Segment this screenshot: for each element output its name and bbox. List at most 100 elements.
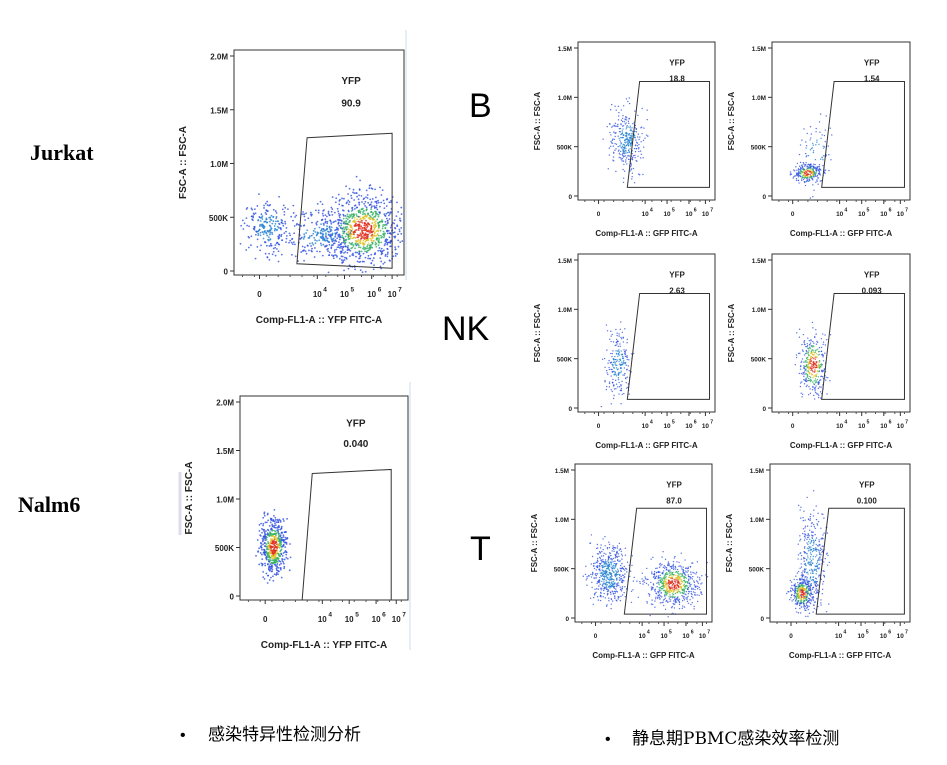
event-dot xyxy=(675,589,677,591)
event-dot xyxy=(794,587,796,590)
event-dot xyxy=(385,212,388,215)
event-dot xyxy=(812,168,814,171)
event-dot xyxy=(815,592,817,595)
event-dot xyxy=(302,237,305,240)
event-dot xyxy=(333,249,336,252)
event-dot xyxy=(666,582,668,584)
event-dot xyxy=(649,614,651,617)
event-dot xyxy=(814,391,817,394)
event-dot xyxy=(310,245,312,247)
event-dot xyxy=(338,238,341,241)
event-dot xyxy=(277,543,280,546)
event-dot xyxy=(272,575,274,578)
event-dot xyxy=(605,388,608,391)
event-dot xyxy=(328,226,331,229)
event-dot xyxy=(637,173,640,175)
y-tick-label: 1.5M xyxy=(558,258,572,265)
event-dot xyxy=(609,131,611,134)
event-dot xyxy=(368,244,371,247)
event-dot xyxy=(802,575,804,577)
event-dot xyxy=(365,196,367,199)
event-dot xyxy=(814,158,817,161)
event-dot xyxy=(619,599,622,602)
event-dot xyxy=(807,588,810,590)
event-dot xyxy=(343,259,346,261)
event-dot xyxy=(362,217,364,219)
event-dot xyxy=(794,600,797,602)
event-dot xyxy=(616,584,619,586)
event-dot xyxy=(372,268,375,271)
row-label: Jurkat xyxy=(30,140,94,165)
event-dot xyxy=(674,582,677,584)
event-dot xyxy=(381,189,384,192)
event-dot xyxy=(805,596,808,599)
event-dot xyxy=(797,584,799,586)
event-dot xyxy=(598,579,601,581)
event-dot xyxy=(677,582,680,584)
event-dot xyxy=(798,586,800,589)
event-dot xyxy=(658,582,660,584)
event-dot xyxy=(628,102,631,105)
event-dot xyxy=(285,543,288,545)
event-dot xyxy=(615,574,618,576)
event-dot xyxy=(265,218,268,221)
event-dot xyxy=(367,217,370,219)
event-dot xyxy=(807,180,810,182)
event-dot xyxy=(812,570,814,573)
event-dot xyxy=(812,386,814,388)
event-dot xyxy=(608,585,610,588)
event-dot xyxy=(673,557,676,559)
event-dot xyxy=(624,569,626,571)
event-dot xyxy=(810,177,812,179)
event-dot xyxy=(369,198,372,201)
event-dot xyxy=(602,558,604,561)
event-dot xyxy=(389,242,392,244)
event-dot xyxy=(804,369,806,371)
event-dot xyxy=(279,519,282,522)
event-dot xyxy=(669,565,672,568)
event-dot xyxy=(266,547,269,550)
event-dot xyxy=(330,210,333,213)
event-dot xyxy=(815,172,817,175)
event-dot xyxy=(620,109,622,111)
event-dot xyxy=(280,525,283,528)
event-dot xyxy=(618,360,620,363)
event-dot xyxy=(801,343,803,346)
event-dot xyxy=(387,221,389,224)
event-dot xyxy=(619,548,622,551)
x-tick-exp: 7 xyxy=(398,287,402,294)
event-dot xyxy=(604,597,607,599)
event-dot xyxy=(671,581,674,583)
event-dot xyxy=(345,217,348,220)
event-dot xyxy=(615,570,617,572)
event-dot xyxy=(798,171,800,173)
event-dot xyxy=(347,235,350,237)
event-dot xyxy=(660,581,663,583)
event-dot xyxy=(816,341,819,344)
event-dot xyxy=(667,561,670,563)
event-dot xyxy=(800,596,803,599)
event-dot xyxy=(815,127,817,130)
event-dot xyxy=(347,203,350,206)
event-dot xyxy=(631,127,633,129)
event-dot xyxy=(605,569,607,572)
event-dot xyxy=(381,250,384,253)
event-dot xyxy=(828,169,830,172)
event-dot xyxy=(680,580,682,582)
event-dot xyxy=(359,254,362,257)
event-dot xyxy=(808,176,811,178)
event-dot xyxy=(635,141,638,144)
event-dot xyxy=(612,593,615,595)
event-dot xyxy=(820,386,822,388)
event-dot xyxy=(622,134,625,136)
x-tick-label: 10 xyxy=(702,423,710,430)
event-dot xyxy=(815,364,818,367)
event-dot xyxy=(631,156,634,159)
event-dot xyxy=(605,581,608,583)
event-dot xyxy=(815,589,817,591)
event-dot xyxy=(269,576,272,579)
event-dot xyxy=(346,251,349,254)
event-dot xyxy=(822,356,824,358)
event-dot xyxy=(659,595,662,597)
event-dot xyxy=(265,533,267,536)
